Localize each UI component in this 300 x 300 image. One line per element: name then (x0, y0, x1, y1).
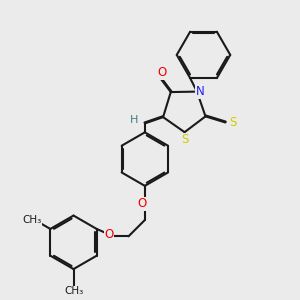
Text: H: H (130, 116, 139, 125)
Text: CH₃: CH₃ (22, 215, 41, 225)
Text: O: O (137, 197, 146, 210)
Text: CH₃: CH₃ (64, 286, 83, 296)
Text: S: S (181, 133, 188, 146)
Text: N: N (196, 85, 204, 98)
Text: O: O (157, 66, 167, 79)
Text: O: O (104, 228, 114, 242)
Text: S: S (229, 116, 236, 129)
